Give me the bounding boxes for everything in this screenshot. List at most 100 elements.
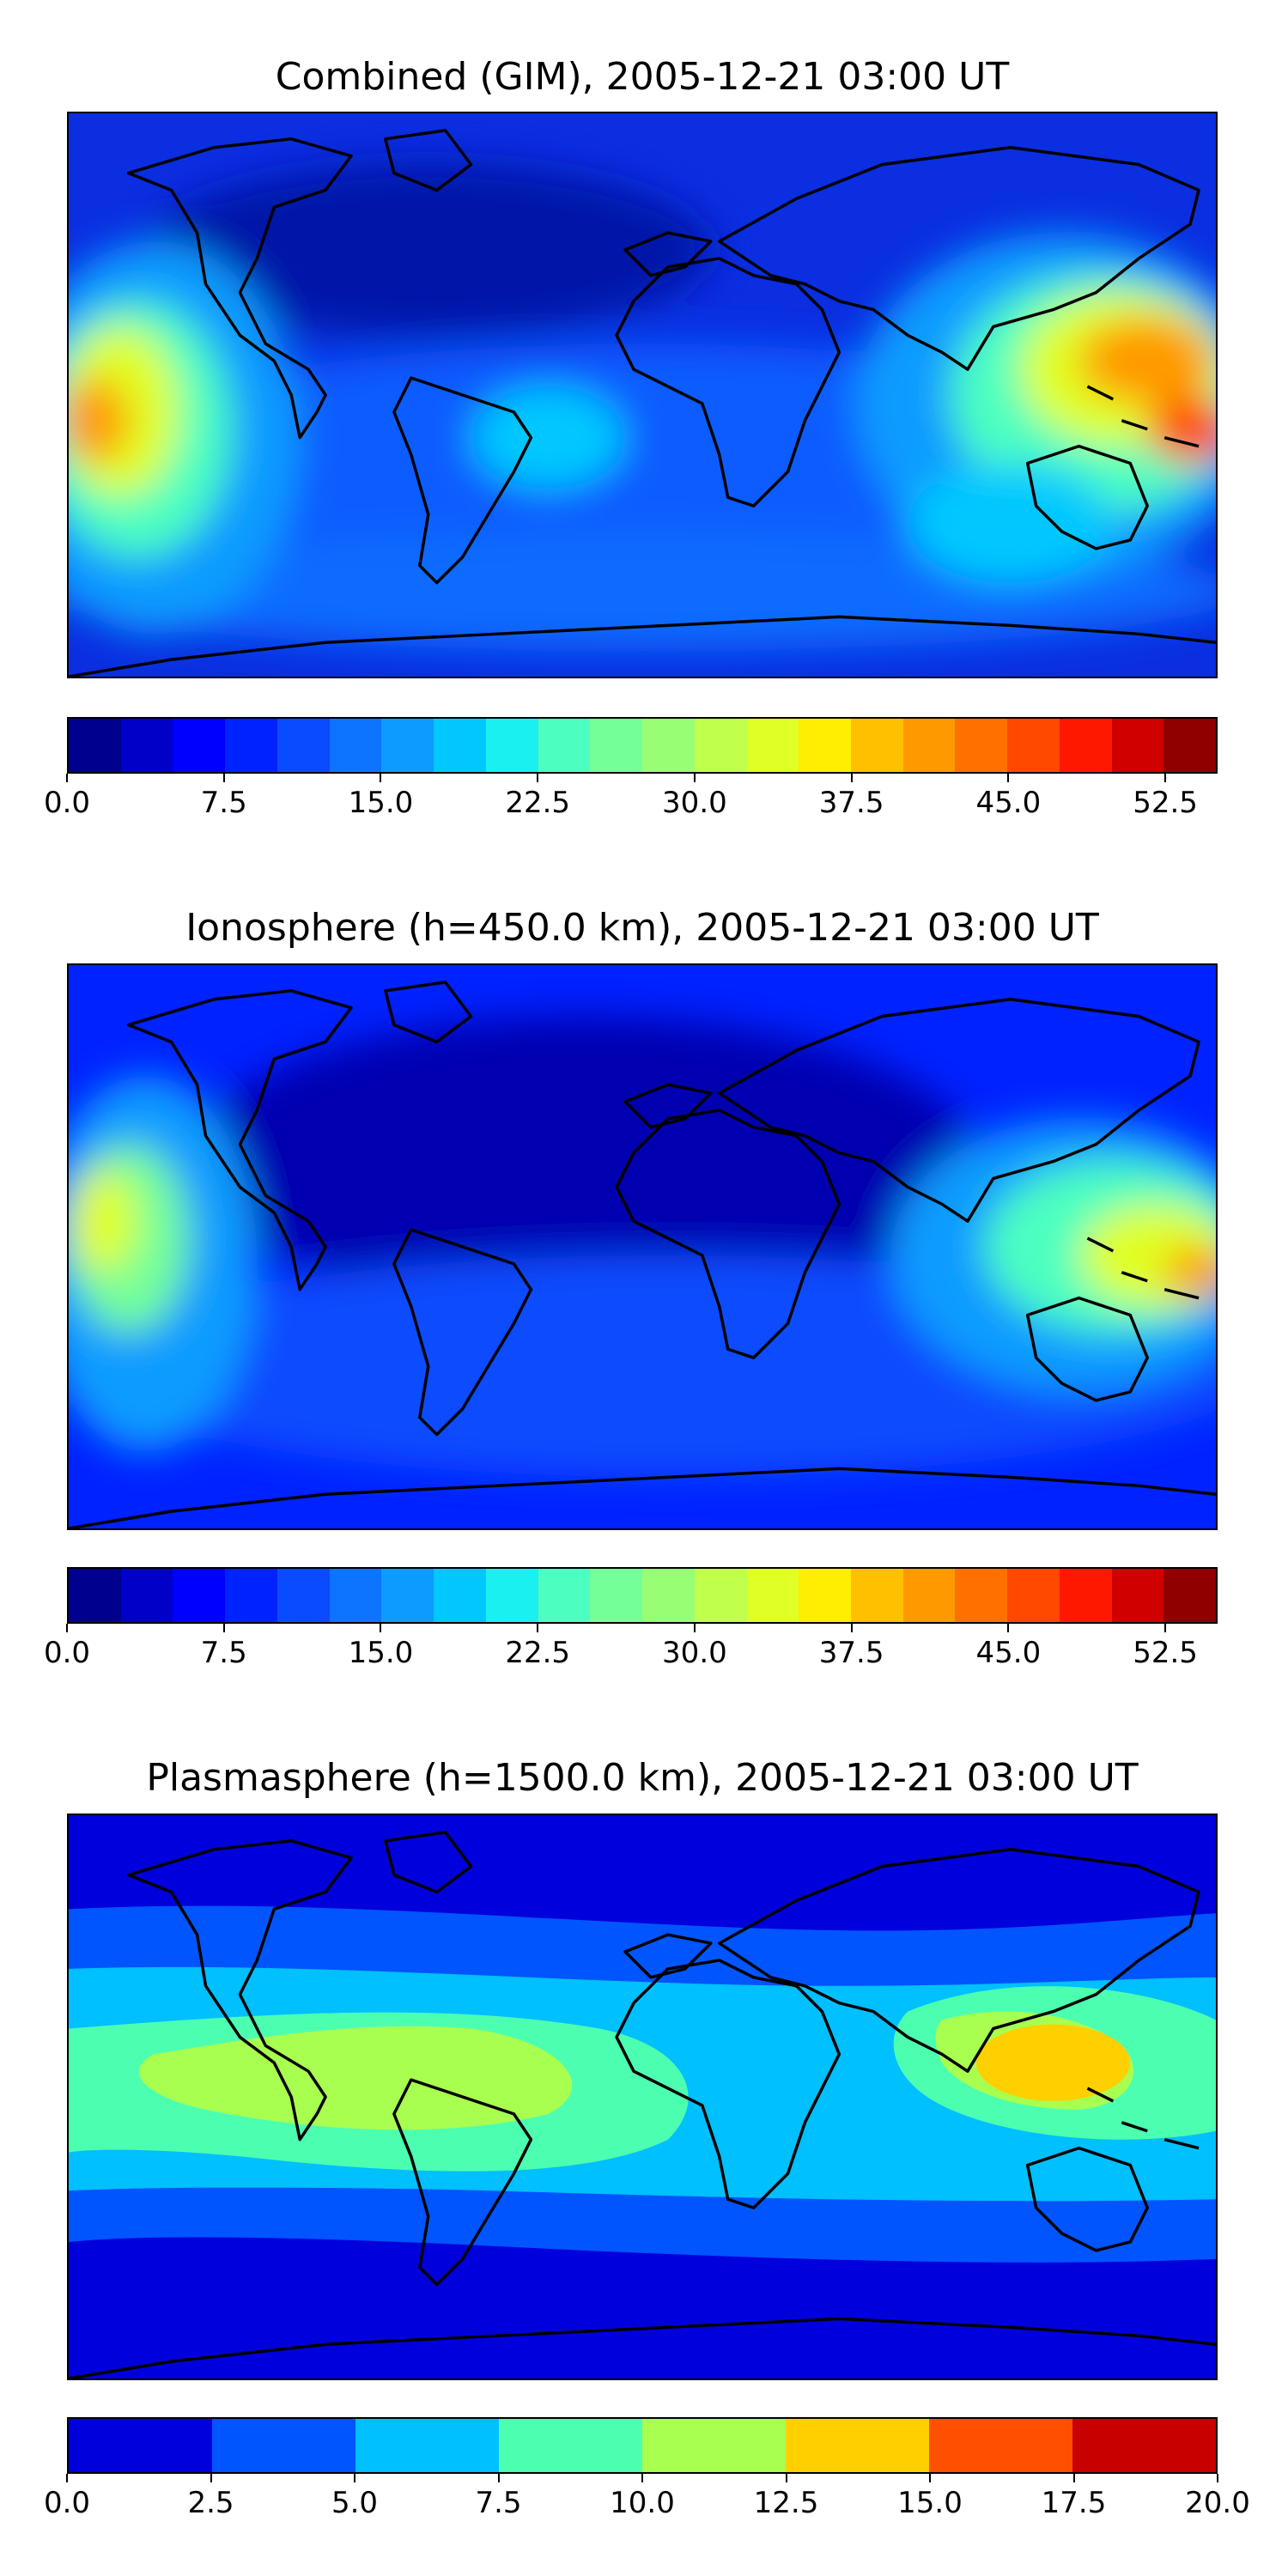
colorbar-swatch [746,1569,799,1622]
colorbar-tick-label: 45.0 [975,786,1042,820]
colorbar-tick [1007,774,1010,782]
colorbar-swatch [1059,719,1112,772]
colorbar-swatch [799,719,852,772]
colorbar-tick-label: 52.5 [1133,786,1198,820]
colorbar-tick-label: 10.0 [610,2486,675,2520]
colorbar-swatch [902,719,956,772]
colorbar-swatch [434,719,486,772]
colorbar-swatch [485,719,538,772]
colorbar-swatch [694,719,747,772]
colorbar-tick-label: 17.5 [1041,2486,1107,2520]
colorbar-swatch [1163,1569,1217,1622]
colorbar-tick [537,1624,539,1632]
colorbar-swatch [225,1569,277,1622]
plasmasphere-tec-map [67,1814,1218,2380]
colorbar-swatch [851,719,903,772]
colorbar-tick-label: 15.0 [897,2486,963,2520]
colorbar-tick [850,1624,853,1632]
ionosphere-colorbar-ticks: 0.0 7.5 15.0 22.5 30.0 37.5 45.0 52.5 [44,1624,1218,1675]
colorbar-tick-label: 52.5 [1133,1636,1198,1670]
colorbar-tick [693,774,696,782]
colorbar-swatch [225,719,277,772]
colorbar-swatch [120,1569,173,1622]
colorbar-tick-label: 20.0 [1185,2486,1250,2520]
colorbar-swatch [329,719,382,772]
colorbar-swatch [746,719,799,772]
colorbar-tick [222,774,225,782]
colorbar-swatch [1111,1569,1164,1622]
colorbar-tick-label: 15.0 [348,1636,414,1670]
colorbar-tick-label: 0.0 [43,2486,91,2520]
map-title: Combined (GIM), 2005-12-21 03:00 UT [275,55,1010,99]
colorbar-tick-label: 5.0 [331,2486,379,2520]
colorbar-swatch [1007,719,1060,772]
plasmasphere-colorbar [67,2417,1218,2474]
colorbar-swatch [69,719,121,772]
colorbar-tick [693,1624,696,1632]
colorbar-tick-label: 22.5 [505,786,571,820]
colorbar-swatch [590,719,643,772]
colorbar-swatch [355,2419,499,2472]
colorbar-swatch [642,2419,786,2472]
colorbar-tick-label: 15.0 [348,786,414,820]
colorbar-swatch [955,1569,1008,1622]
colorbar-swatch [538,1569,591,1622]
colorbar-tick-label: 0.0 [43,1636,91,1670]
combined-tec-map [67,112,1218,678]
colorbar-swatch [538,719,591,772]
colorbar-tick-label: 7.5 [200,1636,247,1670]
colorbar-tick-label: 30.0 [662,1636,727,1670]
colorbar-swatch [1072,2419,1216,2472]
colorbar-swatch [69,1569,121,1622]
colorbar-swatch [381,1569,434,1622]
ionosphere-tec-map [67,963,1218,1530]
colorbar-swatch [212,2419,355,2472]
colorbar-tick-label: 12.5 [753,2486,819,2520]
colorbar-swatch [120,719,173,772]
colorbar-swatch [276,719,330,772]
colorbar-swatch [642,719,695,772]
colorbar-swatch [929,2419,1072,2472]
colorbar-tick-label: 22.5 [505,1636,571,1670]
colorbar-swatch [276,1569,330,1622]
colorbar-tick [537,774,539,782]
colorbar-tick-label: 30.0 [662,786,727,820]
colorbar-swatch [499,2419,642,2472]
colorbar-swatch [173,719,226,772]
colorbar-tick-label: 37.5 [818,1636,884,1670]
colorbar-tick-label: 2.5 [187,2486,234,2520]
colorbar-swatch [694,1569,747,1622]
colorbar-tick [380,774,382,782]
colorbar-swatch [69,2419,212,2472]
colorbar-tick-label: 37.5 [818,786,884,820]
colorbar-swatch [173,1569,226,1622]
colorbar-swatch [1007,1569,1060,1622]
colorbar-swatch [642,1569,695,1622]
combined-colorbar-ticks: 0.0 7.5 15.0 22.5 30.0 37.5 45.0 52.5 [44,774,1218,825]
colorbar-tick [850,774,853,782]
colorbar-tick [497,2474,500,2482]
colorbar-tick [641,2474,643,2482]
colorbar-swatch [1163,719,1217,772]
colorbar-swatch [485,1569,538,1622]
ionosphere-colorbar [67,1567,1218,1624]
colorbar-tick-label: 45.0 [975,1636,1042,1670]
colorbar-tick [929,2474,931,2482]
colorbar-tick-label: 7.5 [475,2486,522,2520]
colorbar-swatch [799,1569,852,1622]
colorbar-tick-label: 0.0 [43,786,91,820]
colorbar-tick [354,2474,355,2482]
colorbar-tick [66,2474,68,2482]
colorbar-tick [1072,2474,1075,2482]
colorbar-swatch [851,1569,903,1622]
colorbar-swatch [902,1569,956,1622]
colorbar-tick [222,1624,225,1632]
colorbar-tick [785,2474,787,2482]
colorbar-swatch [381,719,434,772]
colorbar-swatch [1111,719,1164,772]
colorbar-tick [1164,774,1167,782]
colorbar-tick [380,1624,382,1632]
colorbar-tick [1217,2474,1218,2482]
colorbar-swatch [434,1569,486,1622]
colorbar-swatch [955,719,1008,772]
